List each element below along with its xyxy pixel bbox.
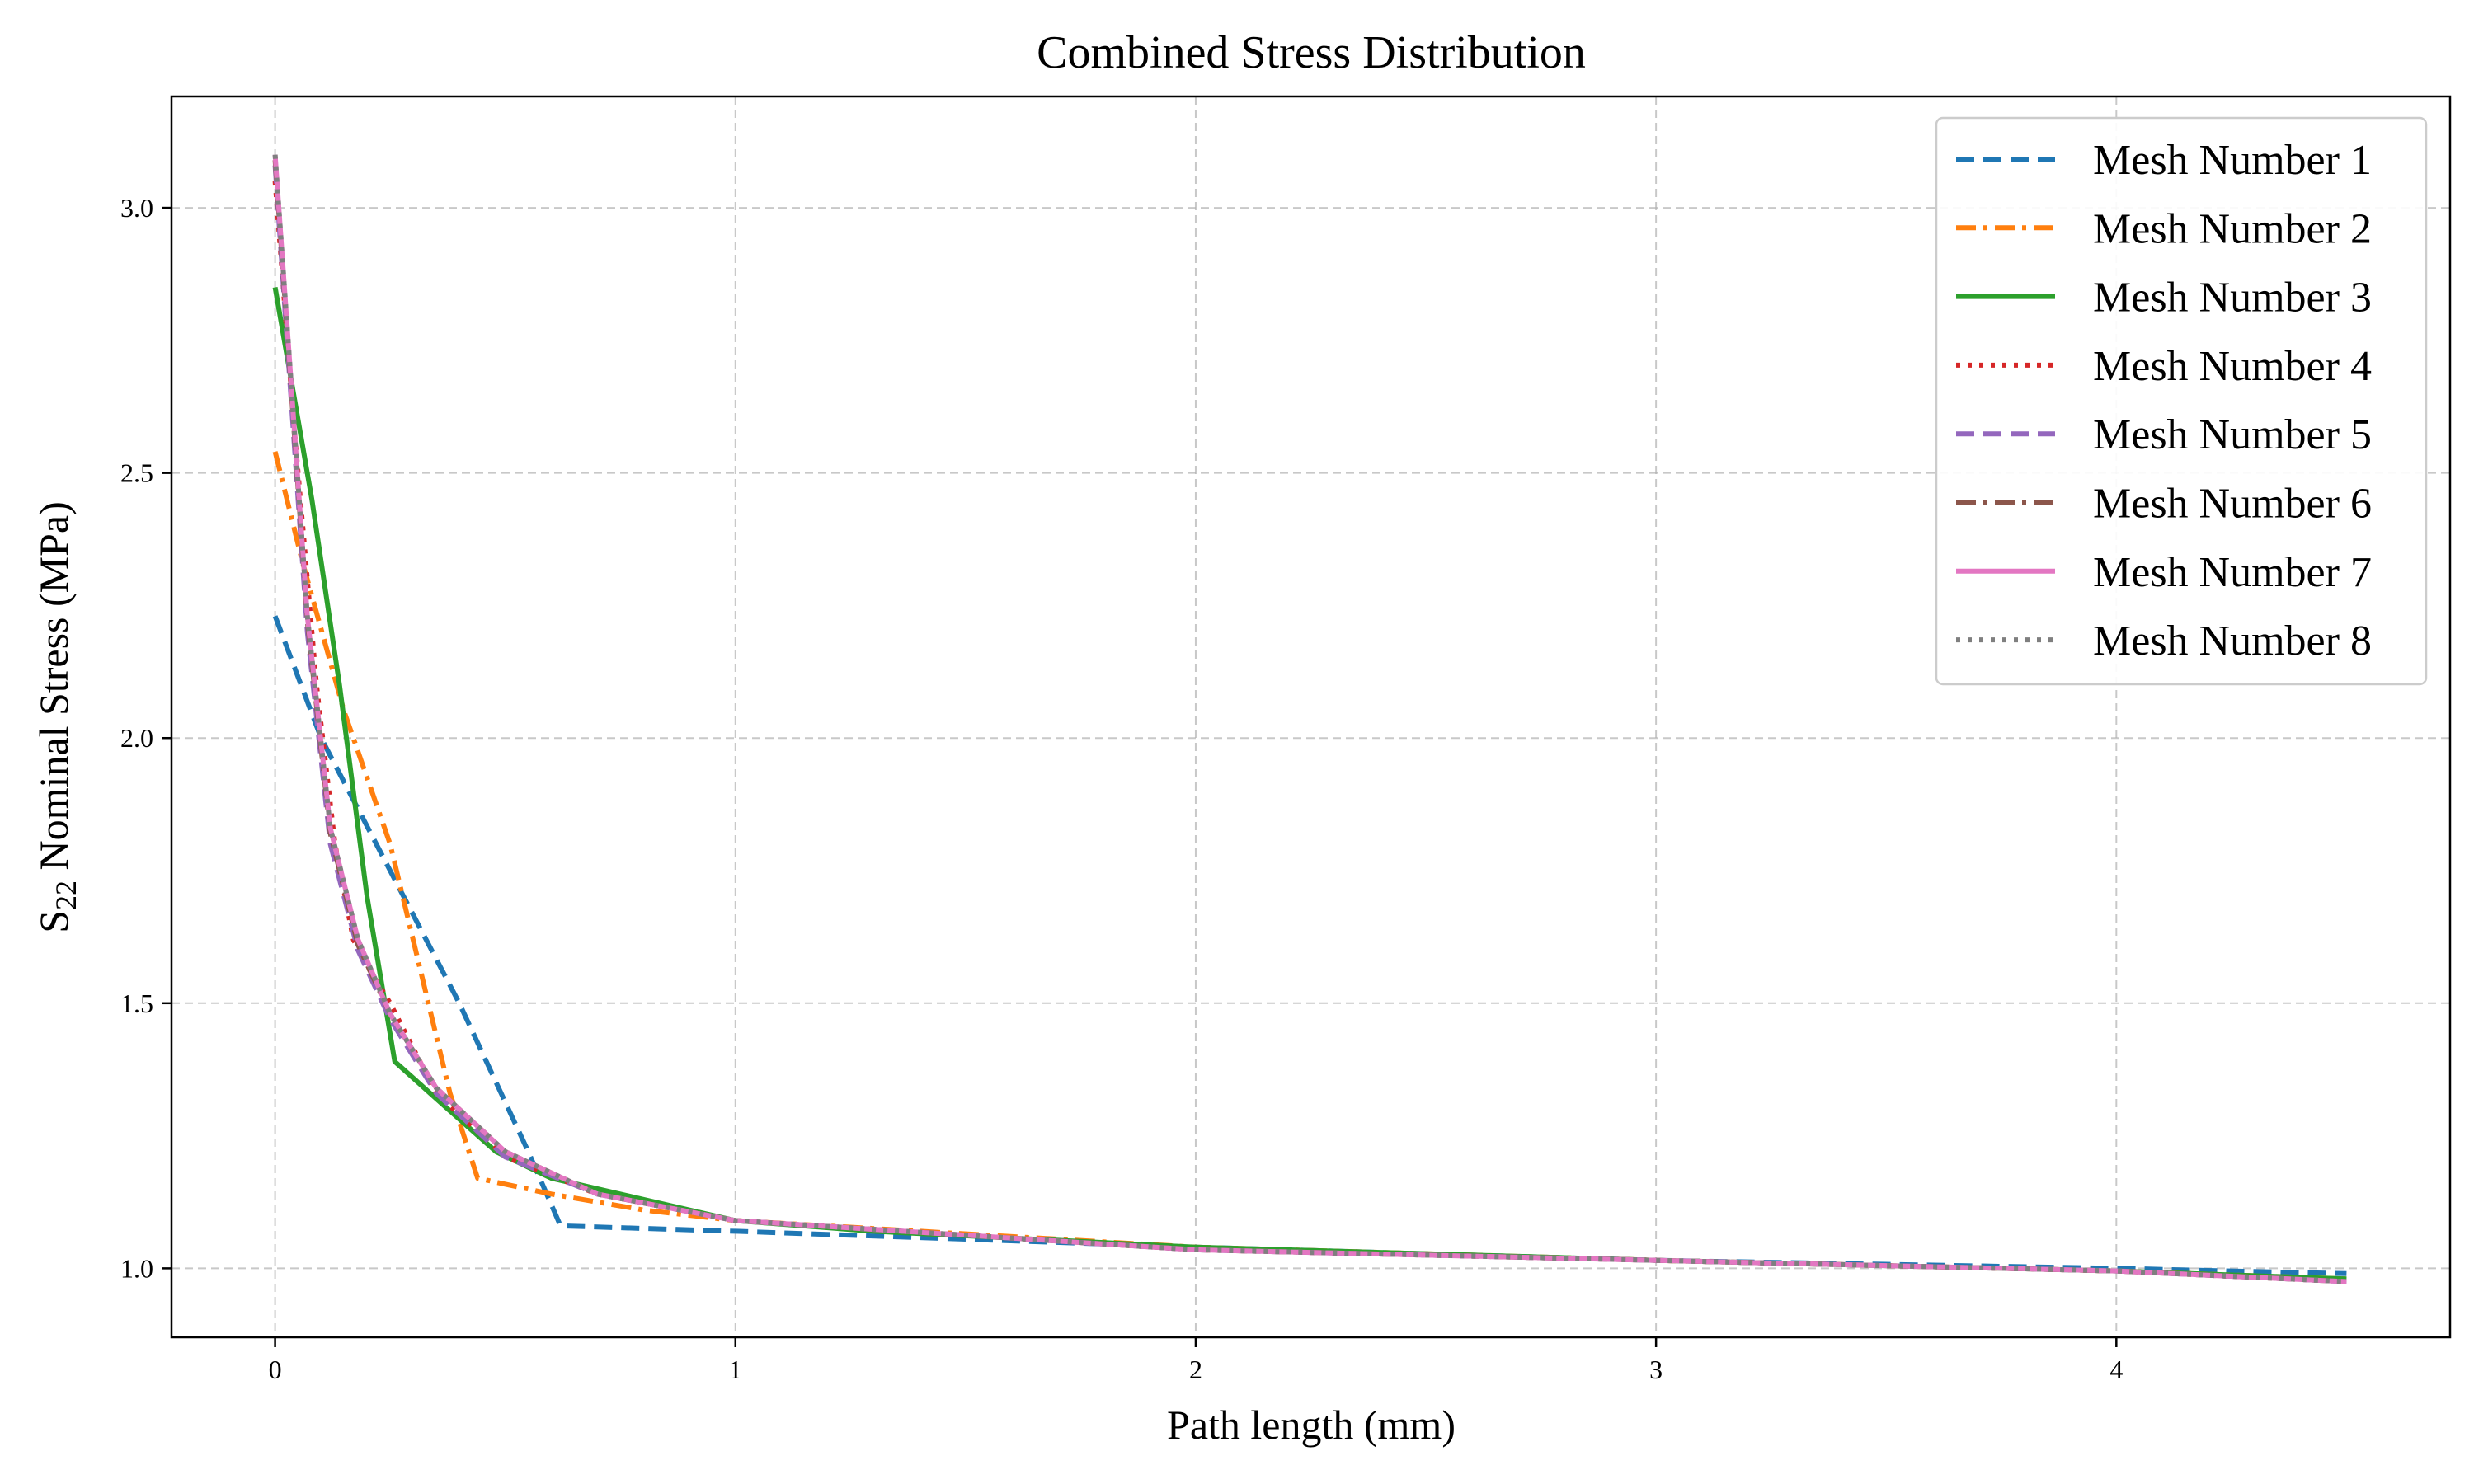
chart-title: Combined Stress Distribution bbox=[1037, 27, 1586, 78]
x-tick-label: 3 bbox=[1649, 1355, 1663, 1384]
x-tick-label: 4 bbox=[2109, 1355, 2123, 1384]
y-axis-label-rest: Nominal Stress (MPa) bbox=[31, 501, 77, 881]
legend: Mesh Number 1 Mesh Number 2 Mesh Number 3 M… bbox=[1935, 116, 2428, 686]
series-line-mesh-2 bbox=[272, 451, 2347, 1282]
y-tick-label: 2.5 bbox=[120, 458, 153, 488]
y-axis-label-subscript: 22 bbox=[49, 881, 82, 910]
legend-label: Mesh Number 6 bbox=[2093, 481, 2372, 528]
grid bbox=[172, 96, 2450, 1337]
y-axis-label: S22 Nominal Stress (MPa) bbox=[31, 501, 82, 933]
series-line-mesh-8 bbox=[272, 154, 2347, 1284]
y-tick-label: 1.0 bbox=[120, 1253, 153, 1283]
y-tick-label: 2.0 bbox=[120, 723, 153, 753]
y-tick-label: 1.5 bbox=[120, 989, 153, 1018]
x-axis-label: Path length (mm) bbox=[1167, 1402, 1456, 1448]
plot-frame bbox=[170, 95, 2452, 1339]
axis-ticks: 0 1 2 3 4 1.0 1.5 2.0 2.5 3.0 bbox=[120, 193, 2123, 1384]
x-tick-label: 2 bbox=[1189, 1355, 1202, 1384]
x-tick-label: 0 bbox=[269, 1355, 282, 1384]
legend-label: Mesh Number 7 bbox=[2093, 549, 2372, 596]
legend-label: Mesh Number 4 bbox=[2093, 343, 2372, 390]
legend-frame bbox=[1935, 116, 2428, 686]
legend-label: Mesh Number 3 bbox=[2093, 275, 2372, 322]
series-line-mesh-1 bbox=[272, 615, 2347, 1276]
legend-label: Mesh Number 1 bbox=[2093, 137, 2372, 184]
legend-label: Mesh Number 2 bbox=[2093, 205, 2372, 252]
legend-entries: Mesh Number 1 Mesh Number 2 Mesh Number 3 M… bbox=[1956, 137, 2372, 665]
y-tick-label: 3.0 bbox=[120, 193, 153, 223]
legend-label: Mesh Number 5 bbox=[2093, 411, 2372, 458]
y-axis-label-base: S bbox=[31, 910, 77, 933]
x-tick-label: 1 bbox=[729, 1355, 742, 1384]
legend-label: Mesh Number 8 bbox=[2093, 618, 2372, 665]
series-lines bbox=[272, 154, 2347, 1284]
